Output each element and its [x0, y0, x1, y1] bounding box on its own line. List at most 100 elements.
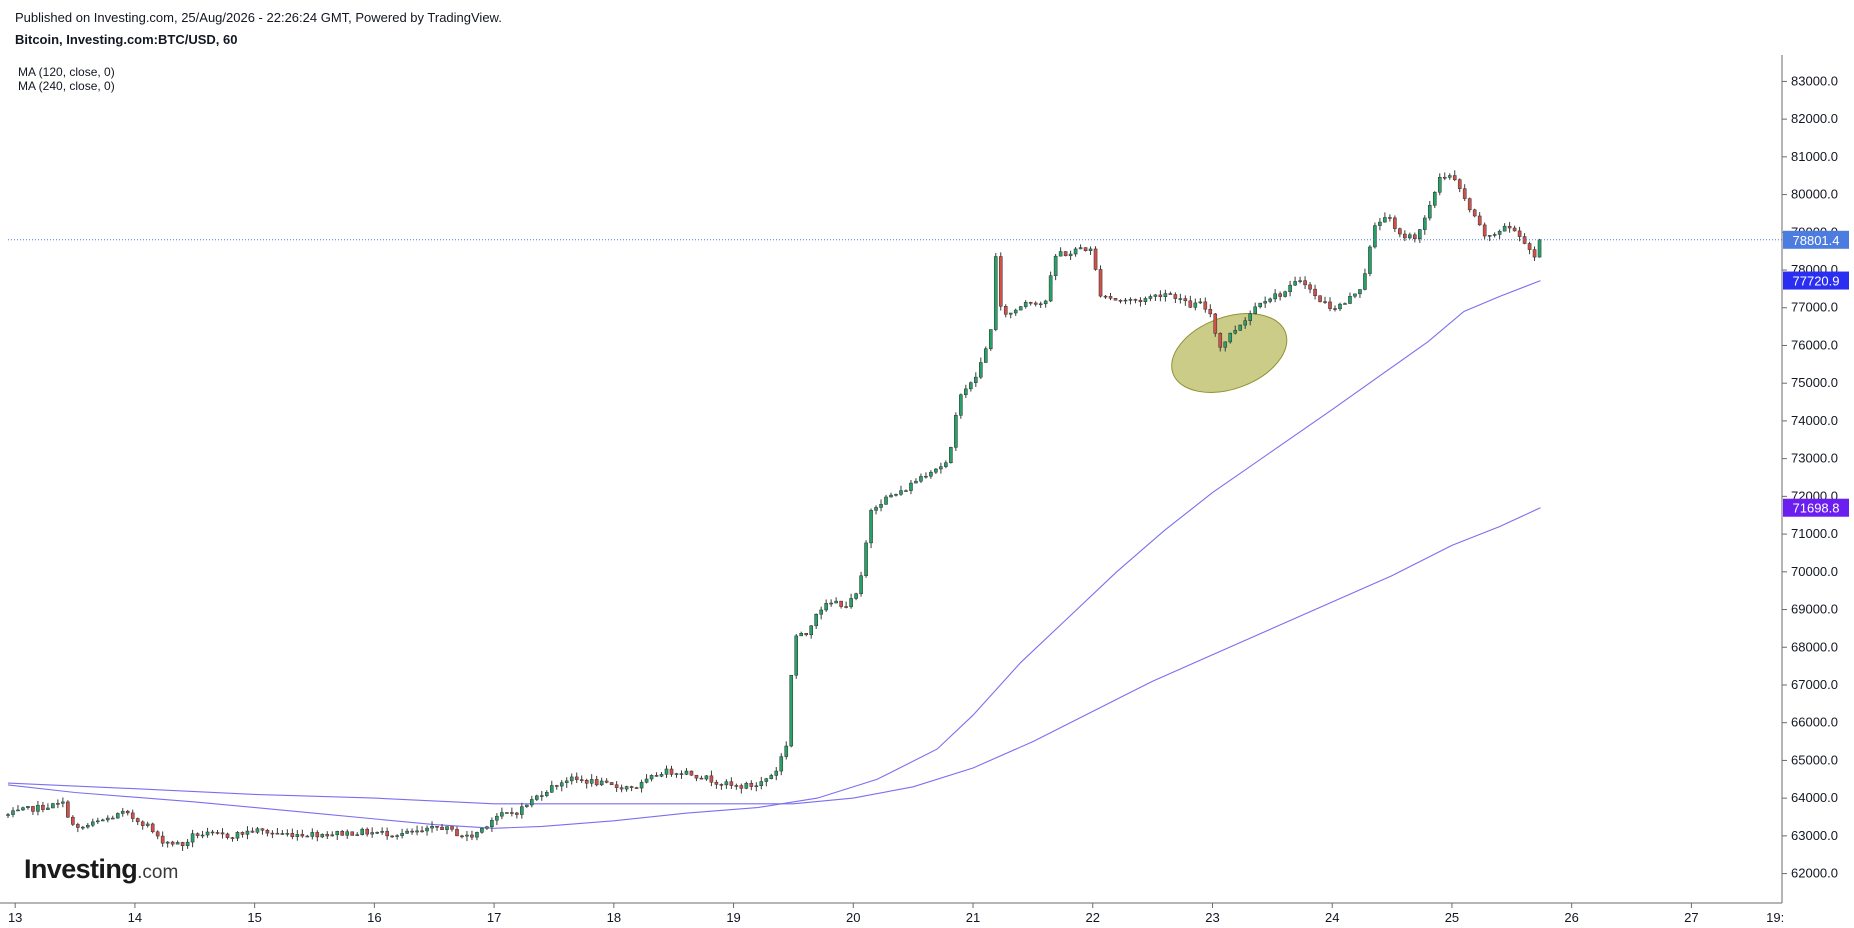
candle-up [1178, 298, 1183, 300]
x-tick-label: 23 [1205, 910, 1219, 925]
x-tick-label: 22 [1086, 910, 1100, 925]
candle-down [998, 256, 1003, 307]
candle-down [210, 831, 215, 834]
x-tick-label: 19 [726, 910, 740, 925]
candle-down [325, 834, 330, 837]
candle-up [1293, 281, 1297, 286]
candle-up [964, 388, 968, 395]
candle-down [195, 833, 200, 836]
candle-up [405, 830, 409, 834]
candle-up [1378, 221, 1382, 226]
candle-up [335, 831, 340, 836]
candle-down [614, 784, 619, 788]
candle-down [385, 831, 389, 837]
candle-up [939, 466, 943, 470]
candle-up [704, 775, 709, 780]
candle-up [165, 841, 170, 844]
candle-up [285, 833, 290, 835]
candle-down [435, 825, 439, 828]
candle-down [140, 821, 145, 826]
candle-down [230, 837, 235, 839]
candle-down [1203, 301, 1208, 310]
candle-up [819, 609, 823, 615]
candle-up [51, 803, 55, 809]
candle-up [21, 807, 25, 811]
brand-suffix: .com [137, 862, 179, 883]
candle-up [799, 632, 804, 637]
price-tag: 71698.8 [1783, 498, 1849, 517]
candle-down [1517, 230, 1522, 237]
candle-up [445, 826, 449, 830]
candle-up [1298, 280, 1302, 282]
candle-down [155, 831, 160, 837]
candle-up [1008, 312, 1013, 315]
candle-up [485, 826, 489, 829]
candle-up [105, 817, 110, 821]
candle-up [1373, 225, 1377, 248]
candle-down [844, 606, 848, 608]
candle-up [1148, 296, 1153, 299]
x-tick-label: 20 [846, 910, 860, 925]
candle-up [829, 602, 833, 605]
candle-up [345, 831, 350, 836]
candle-up [809, 625, 813, 636]
highlight-ellipse [1171, 313, 1288, 393]
candle-up [564, 780, 569, 783]
candle-down [225, 833, 230, 838]
candle-down [1113, 298, 1118, 301]
candle-up [280, 833, 285, 835]
candle-up [824, 603, 828, 611]
candle-up [1383, 217, 1387, 223]
ma-120-label[interactable]: MA (120, close, 0) [18, 65, 115, 79]
candle-up [1258, 302, 1262, 308]
candle-up [1353, 293, 1357, 297]
candle-up [100, 819, 105, 822]
candle-up [1497, 230, 1502, 235]
candle-down [1318, 295, 1322, 302]
candle-up [874, 507, 878, 511]
candle-down [1328, 301, 1332, 309]
candle-down [315, 832, 320, 838]
y-tick-label: 69000.0 [1791, 602, 1838, 617]
candle-up [674, 773, 679, 775]
candle-up [1228, 332, 1233, 343]
candle-up [500, 812, 504, 817]
price-tag: 78801.4 [1783, 230, 1849, 249]
candle-up [1123, 299, 1128, 302]
x-tick-label: 18 [607, 910, 621, 925]
candle-up [859, 575, 863, 594]
candle-up [894, 494, 898, 496]
candle-down [110, 817, 115, 820]
candle-down [71, 816, 75, 825]
candle-up [904, 490, 908, 492]
candle-up [1068, 253, 1073, 257]
candle-up [1502, 225, 1507, 232]
candle-up [774, 770, 779, 776]
candle-down [390, 835, 394, 838]
x-tick-label: 14 [128, 910, 142, 925]
candle-up [934, 468, 938, 473]
candle-up [864, 542, 868, 576]
candle-down [1278, 293, 1282, 297]
y-tick-label: 77000.0 [1791, 300, 1838, 315]
candle-up [869, 510, 873, 544]
candle-up [1038, 303, 1043, 306]
candle-up [1487, 235, 1492, 237]
candle-down [1138, 299, 1143, 302]
candle-down [240, 832, 245, 835]
candle-down [1442, 177, 1447, 179]
ma-240-label[interactable]: MA (240, close, 0) [18, 79, 115, 93]
candle-down [170, 841, 175, 845]
candle-up [974, 376, 978, 383]
candle-up [235, 832, 240, 839]
candle-down [1477, 215, 1482, 226]
candle-up [944, 462, 948, 467]
candle-down [1333, 308, 1337, 310]
candle-down [609, 782, 614, 786]
candle-up [969, 382, 973, 390]
candle-up [1427, 205, 1432, 219]
candle-down [1098, 269, 1103, 297]
candle-up [535, 795, 539, 800]
y-tick-label: 76000.0 [1791, 337, 1838, 352]
